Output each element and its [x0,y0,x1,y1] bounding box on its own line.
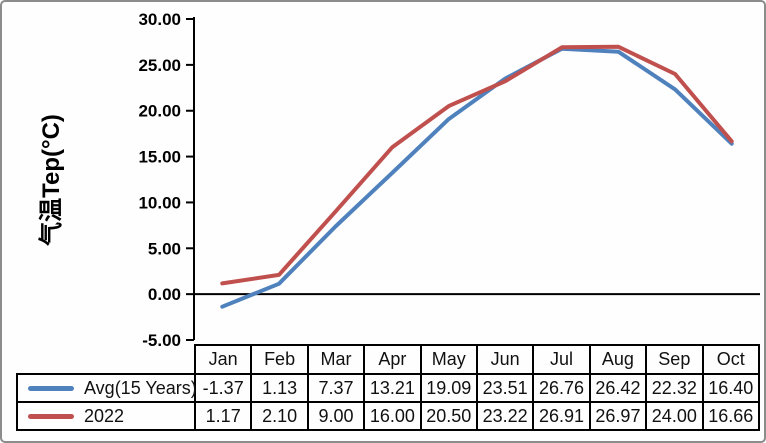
value-cell: 19.09 [419,373,478,403]
chart-data-table: Jan Feb Mar Apr May Jun Jul Aug Sep Oct Avg(15 Yea… [16,344,761,431]
series-line-2 [220,44,734,286]
month-header: Jan [193,344,253,375]
y-axis-tick-label: 20.00 [138,102,181,121]
value-cell: 23.51 [475,373,535,403]
value-cell: -1.37 [193,373,253,403]
month-header: Jun [475,344,535,375]
value-cell: 22.32 [645,373,704,403]
legend-cell: 2022 [16,401,196,431]
value-cell: 26.76 [532,373,591,403]
month-header: Apr [363,344,422,375]
y-axis-tick-label: 25.00 [138,56,181,75]
value-cell: 23.22 [475,401,535,431]
line-swatch-icon [28,385,74,391]
value-cell: 9.00 [306,401,366,431]
month-header: Sep [645,344,704,375]
y-axis-tick-label: 30.00 [138,10,181,29]
series-line-1 [220,46,734,309]
month-header: May [419,344,478,375]
value-cell: 20.50 [419,401,478,431]
value-cell: 7.37 [306,373,366,403]
value-cell: 24.00 [645,401,704,431]
value-cell: 1.13 [250,373,309,403]
value-cell: 26.91 [532,401,591,431]
line-swatch-icon [28,413,74,419]
month-header: Aug [588,344,648,375]
table-header-row: Jan Feb Mar Apr May Jun Jul Aug Sep Oct [17,344,761,375]
y-axis-tick-label: 0.00 [148,285,181,304]
value-cell: 2.10 [250,401,309,431]
y-axis-tick-label: 10.00 [138,193,181,212]
value-cell: 13.21 [363,373,422,403]
value-cell: 1.17 [193,401,253,431]
value-cell: 26.97 [588,401,648,431]
value-cell: 16.66 [701,401,761,431]
table-corner-cell [17,345,195,374]
table-row-series-2: 2022 1.17 2.10 9.00 16.00 20.50 23.22 26.91 26.9… [16,401,761,431]
value-cell: 16.40 [701,373,761,403]
month-header: Feb [250,344,309,375]
value-cell: 26.42 [588,373,648,403]
month-header: Oct [701,344,761,375]
month-header: Jul [532,344,591,375]
legend-label: Avg(15 Years) [84,377,197,398]
month-header: Mar [306,344,366,375]
legend-cell: Avg(15 Years) [16,373,197,403]
y-axis-tick-label: -5.00 [142,331,181,350]
y-axis-tick-label: 15.00 [138,148,181,167]
value-cell: 16.00 [363,401,422,431]
table-row-series-1: Avg(15 Years) -1.37 1.13 7.37 13.21 19.09 23.5… [16,373,761,403]
legend-label: 2022 [84,405,125,426]
y-axis-tick-label: 5.00 [148,239,181,258]
